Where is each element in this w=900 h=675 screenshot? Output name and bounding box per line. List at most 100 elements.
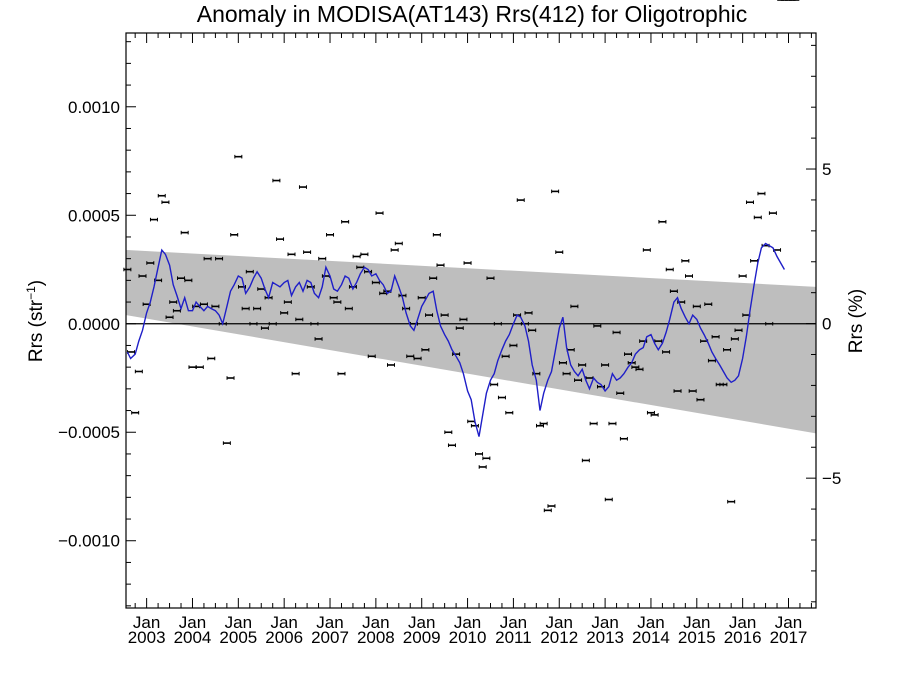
data-point <box>730 337 739 341</box>
y-right-tick-label: 0 <box>822 315 831 334</box>
data-point <box>394 241 403 246</box>
data-point <box>536 423 544 428</box>
x-tick-label-year: 2011 <box>495 628 532 647</box>
data-point <box>352 254 361 259</box>
x-tick-label-year: 2014 <box>632 628 670 647</box>
data-point <box>429 276 438 280</box>
data-point <box>631 365 640 369</box>
data-point <box>318 256 327 261</box>
data-point <box>180 230 189 235</box>
x-tick-label-month: Jan <box>316 613 343 632</box>
data-point <box>306 285 315 289</box>
tick-labels-layer: 0.00100.00050.0000−0.0005−0.001050−5Jan2… <box>58 98 841 647</box>
x-tick-label-month: Jan <box>179 613 206 632</box>
data-point <box>447 443 456 448</box>
x-tick-label-month: Jan <box>637 613 664 632</box>
data-point <box>459 317 468 322</box>
data-point <box>673 389 682 393</box>
data-point <box>184 278 193 283</box>
data-point <box>234 154 243 159</box>
data-point <box>497 395 506 400</box>
data-point <box>757 191 766 196</box>
data-point <box>386 363 395 367</box>
data-point <box>685 274 694 278</box>
data-point <box>440 313 449 317</box>
data-point <box>421 347 430 352</box>
data-point <box>505 410 514 415</box>
data-point <box>570 304 579 309</box>
data-point <box>665 267 674 272</box>
data-point <box>253 306 262 311</box>
data-point <box>562 371 571 376</box>
data-point <box>658 219 667 224</box>
data-point <box>375 211 384 215</box>
x-tick-label-year: 2006 <box>265 628 303 647</box>
data-point <box>425 313 434 317</box>
x-tick-label-month: Jan <box>362 613 389 632</box>
x-tick-label-year: 2004 <box>174 628 212 647</box>
data-point <box>578 363 587 367</box>
data-point <box>360 252 369 257</box>
data-point <box>642 248 651 252</box>
data-point <box>555 250 564 254</box>
data-point <box>608 421 617 426</box>
data-point <box>612 330 621 335</box>
x-tick-label-month: Jan <box>775 613 802 632</box>
data-point <box>753 215 762 220</box>
chart-title: Anomaly in MODISA(AT143) Rrs(412) for Ol… <box>196 1 748 27</box>
data-point <box>470 423 479 428</box>
data-point <box>272 178 281 183</box>
data-point <box>203 256 212 261</box>
data-point <box>329 295 338 300</box>
data-point <box>616 391 625 395</box>
data-point <box>646 410 655 415</box>
data-point <box>341 219 350 224</box>
data-point <box>149 217 158 222</box>
data-point <box>475 452 484 456</box>
data-point <box>303 250 312 254</box>
x-tick-label-year: 2005 <box>219 628 257 647</box>
data-point <box>390 248 399 252</box>
data-point <box>280 311 289 315</box>
data-point <box>604 497 613 502</box>
data-point <box>681 259 690 263</box>
y-left-tick-label: 0.0010 <box>68 98 120 117</box>
y-left-tick-label: −0.0010 <box>58 532 120 551</box>
data-point <box>463 261 472 265</box>
data-point <box>619 436 628 441</box>
data-point <box>750 259 759 263</box>
data-point <box>624 352 633 356</box>
plot-frame-layer <box>125 32 817 609</box>
uncertainty-band-layer <box>126 249 816 434</box>
data-point <box>413 356 422 361</box>
data-point <box>364 269 373 274</box>
data-point <box>734 328 743 333</box>
x-tick-label-year: 2003 <box>128 628 166 647</box>
data-point <box>245 269 254 274</box>
data-point <box>635 367 644 372</box>
data-point <box>295 317 304 322</box>
x-tick-label-year: 2016 <box>724 628 762 647</box>
uncertainty-band <box>126 249 816 434</box>
data-point <box>574 378 583 382</box>
data-point <box>138 274 147 278</box>
data-point <box>195 365 204 369</box>
y-right-tick-label: −5 <box>822 469 841 488</box>
data-point <box>326 232 335 237</box>
x-tick-label-year: 2007 <box>311 628 349 647</box>
data-point <box>348 285 357 289</box>
x-tick-label-month: Jan <box>133 613 160 632</box>
data-point <box>230 232 239 237</box>
data-point <box>589 421 598 426</box>
data-point <box>558 361 567 365</box>
data-point <box>402 306 411 311</box>
x-tick-label-year: 2010 <box>449 628 487 647</box>
data-point <box>528 328 537 333</box>
data-point <box>593 324 602 328</box>
data-point <box>662 350 671 354</box>
y-axis-label-right: Rrs (%) <box>846 289 867 353</box>
data-point <box>650 413 659 417</box>
data-point <box>249 321 258 326</box>
data-point <box>723 347 732 352</box>
